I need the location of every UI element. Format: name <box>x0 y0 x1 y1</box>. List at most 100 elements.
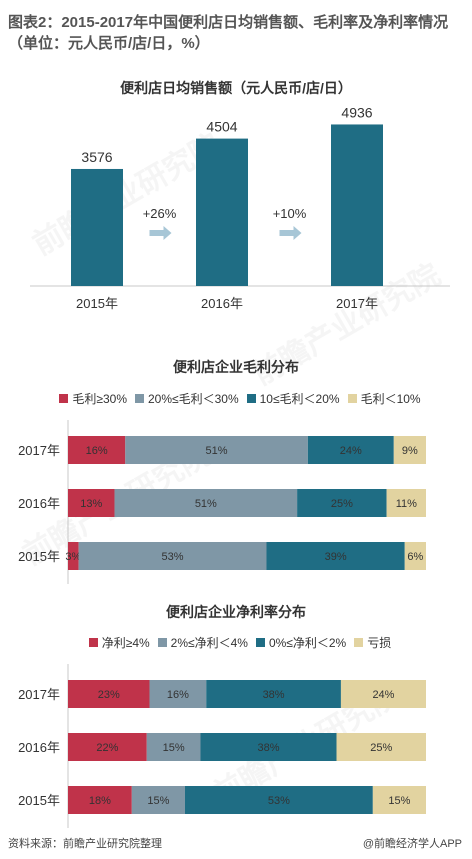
data-label: 13% <box>80 498 102 510</box>
data-label: 25% <box>370 742 392 754</box>
bar-segment <box>184 786 373 814</box>
legend-item: 10≤毛利＜20% <box>239 390 340 407</box>
bar-segment <box>78 542 267 570</box>
bar-segment <box>386 489 426 517</box>
data-label: 25% <box>331 498 353 510</box>
data-label: 53% <box>162 551 184 563</box>
net-margin-stacked-bar-chart: 2017年 23% 16% 38% 24% 2016年 22% 15% 38% 25% 2015年 1… <box>18 664 426 828</box>
data-label: 4504 <box>206 119 237 135</box>
bar-segment <box>336 733 426 761</box>
data-label: 22% <box>96 742 118 754</box>
bar-segment <box>307 436 394 464</box>
y-tick-label: 2015年 <box>18 549 60 564</box>
data-label: 39% <box>325 551 347 563</box>
bar-segment <box>114 489 298 517</box>
data-label: 51% <box>195 498 217 510</box>
gross-margin-chart-title: 便利店企业毛利分布 <box>173 359 299 375</box>
x-tick-label: 2016年 <box>201 296 243 311</box>
data-label: 38% <box>257 742 279 754</box>
data-label: 51% <box>206 445 228 457</box>
bar-segment <box>131 786 185 814</box>
legend-item: 亏损 <box>346 634 391 651</box>
data-label: 16% <box>167 689 189 701</box>
bar-segment <box>206 680 341 708</box>
data-label: 15% <box>388 795 410 807</box>
legend-label: 20%≤毛利＜30% <box>148 392 239 406</box>
legend-item: 20%≤毛利＜30% <box>127 390 239 407</box>
figure-title: 图表2：2015-2017年中国便利店日均销售额、毛利率及净利率情况（单位：元人… <box>8 14 449 52</box>
legend-label: 毛利＜10% <box>360 392 421 406</box>
legend-swatch <box>255 638 265 647</box>
bar-segment <box>372 786 426 814</box>
bar-segment <box>146 733 201 761</box>
bar <box>71 168 123 286</box>
y-tick-label: 2016年 <box>18 496 60 511</box>
legend-item: 净利≥4% <box>81 634 150 651</box>
bar-segment <box>297 489 387 517</box>
y-tick-label: 2017年 <box>18 443 60 458</box>
data-label: 15% <box>163 742 185 754</box>
bar-segment <box>340 680 426 708</box>
data-label: 4936 <box>341 104 372 120</box>
data-label: 18% <box>89 795 111 807</box>
bar-segment <box>404 542 426 570</box>
growth-arrow-icon <box>149 226 172 240</box>
legend-label: 毛利≥30% <box>72 392 127 406</box>
source-note: 资料来源：前瞻产业研究院整理 <box>8 838 162 850</box>
data-label: 24% <box>372 689 394 701</box>
legend-label: 亏损 <box>367 636 392 650</box>
data-label: 9% <box>402 445 418 457</box>
data-label: 11% <box>396 498 417 510</box>
sales-chart-title: 便利店日均销售额（元人民币/店/日） <box>120 80 352 96</box>
legend-label: 0%≤净利＜2% <box>268 636 347 650</box>
legend-swatch <box>246 394 256 403</box>
growth-label: +10% <box>273 206 307 221</box>
data-label: 53% <box>268 795 290 807</box>
bar-segment <box>149 680 207 708</box>
bar-segment <box>68 542 79 570</box>
legend-label: 2%≤净利＜4% <box>170 636 248 650</box>
legend-item: 毛利≥30% <box>51 390 127 407</box>
bar-segment <box>68 733 147 761</box>
bar-segment <box>68 786 132 814</box>
data-label: 3576 <box>81 149 112 165</box>
legend-swatch <box>59 394 69 403</box>
gross-margin-stacked-bar-chart: 2017年 16% 51% 24% 9% 2016年 13% 51% 25% 11% 2015年 3%… <box>18 420 426 584</box>
net-margin-chart-title: 便利店企业净利率分布 <box>166 604 306 620</box>
legend-label: 10≤毛利＜20% <box>259 392 340 406</box>
growth-arrow-icon <box>279 226 302 240</box>
x-tick-label: 2017年 <box>336 296 378 311</box>
legend-swatch <box>157 638 167 647</box>
bar-segment <box>68 436 126 464</box>
bar-segment <box>266 542 405 570</box>
data-label: 16% <box>86 445 108 457</box>
data-label: 38% <box>263 689 285 701</box>
bar-segment <box>200 733 337 761</box>
x-tick-label: 2015年 <box>76 296 118 311</box>
daily-sales-bar-chart: 3576 2015年 4504 2016年 4936 2017年 +26% +10% <box>30 104 450 311</box>
legend-swatch <box>135 394 144 403</box>
bar <box>196 138 248 286</box>
data-label: 15% <box>147 795 169 807</box>
growth-label: +26% <box>143 206 177 221</box>
bar-segment <box>393 436 426 464</box>
bar-segment <box>125 436 308 464</box>
bar <box>331 124 383 286</box>
data-label: 24% <box>340 445 362 457</box>
net-margin-legend: 净利≥4% 2%≤净利＜4% 0%≤净利＜2% 亏损 <box>0 634 472 651</box>
y-tick-label: 2015年 <box>18 793 60 808</box>
legend-item: 2%≤净利＜4% <box>150 634 248 651</box>
legend-swatch <box>354 638 364 647</box>
data-label: 3% <box>65 551 81 563</box>
legend-item: 毛利＜10% <box>340 390 421 407</box>
bar-segment <box>68 489 115 517</box>
data-label: 23% <box>98 689 120 701</box>
gross-margin-legend: 毛利≥30% 20%≤毛利＜30% 10≤毛利＜20% 毛利＜10% <box>0 390 472 407</box>
legend-label: 净利≥4% <box>101 636 150 650</box>
legend-swatch <box>88 638 98 647</box>
y-tick-label: 2016年 <box>18 740 60 755</box>
data-label: 6% <box>407 551 423 563</box>
credit-note: @前瞻经济学人APP <box>362 838 462 850</box>
legend-item: 0%≤净利＜2% <box>248 634 346 651</box>
legend-swatch <box>347 394 357 403</box>
